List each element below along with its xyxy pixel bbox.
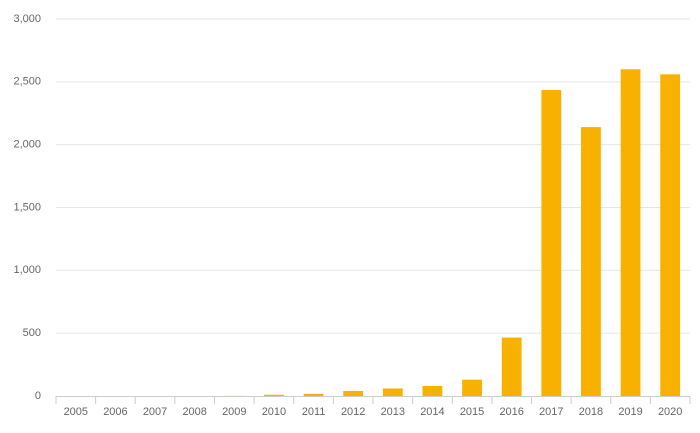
bar-2015[interactable] xyxy=(462,379,482,396)
bar-2018[interactable] xyxy=(581,127,601,396)
bar-2010[interactable] xyxy=(264,394,284,396)
x-tick-label: 2012 xyxy=(341,406,365,418)
y-tick-label: 500 xyxy=(23,327,41,339)
x-tick-label: 2018 xyxy=(579,406,603,418)
x-tick-label: 2016 xyxy=(499,406,523,418)
bar-2020[interactable] xyxy=(660,74,681,396)
x-tick-label: 2013 xyxy=(381,406,405,418)
x-tick-label: 2008 xyxy=(182,406,206,418)
x-axis-tick-labels: 2005 2006 2007 2008 2009 2010 2011 2012 2013 2014… xyxy=(64,406,683,418)
y-tick-label: 2,000 xyxy=(13,139,41,151)
x-tick-label: 2014 xyxy=(420,406,444,418)
x-tick-label: 2015 xyxy=(460,406,484,418)
bars xyxy=(224,69,681,397)
y-tick-label: 0 xyxy=(35,390,41,402)
x-tick-label: 2020 xyxy=(658,406,682,418)
x-tick-label: 2010 xyxy=(262,406,286,418)
x-tick-label: 2006 xyxy=(103,406,127,418)
x-tick-label: 2011 xyxy=(302,406,326,418)
x-tick-label: 2017 xyxy=(539,406,563,418)
bar-2012[interactable] xyxy=(343,390,364,396)
x-tick-label: 2019 xyxy=(618,406,642,418)
y-tick-label: 1,500 xyxy=(13,201,41,213)
x-tick-label: 2009 xyxy=(222,406,246,418)
bar-2013[interactable] xyxy=(382,388,403,396)
x-tick-label: 2005 xyxy=(64,406,88,418)
y-axis-tick-labels: 0 500 1,000 1,500 2,000 2,500 3,000 xyxy=(13,13,41,402)
y-tick-label: 3,000 xyxy=(13,13,41,25)
bar-2014[interactable] xyxy=(422,385,443,396)
x-tick-label: 2007 xyxy=(143,406,167,418)
y-tick-label: 2,500 xyxy=(13,76,41,88)
bar-2019[interactable] xyxy=(620,69,641,397)
x-axis xyxy=(55,396,691,404)
bar-2011[interactable] xyxy=(303,393,324,396)
bar-2016[interactable] xyxy=(501,337,522,396)
y-tick-label: 1,000 xyxy=(13,264,41,276)
bar-2017[interactable] xyxy=(541,90,562,397)
